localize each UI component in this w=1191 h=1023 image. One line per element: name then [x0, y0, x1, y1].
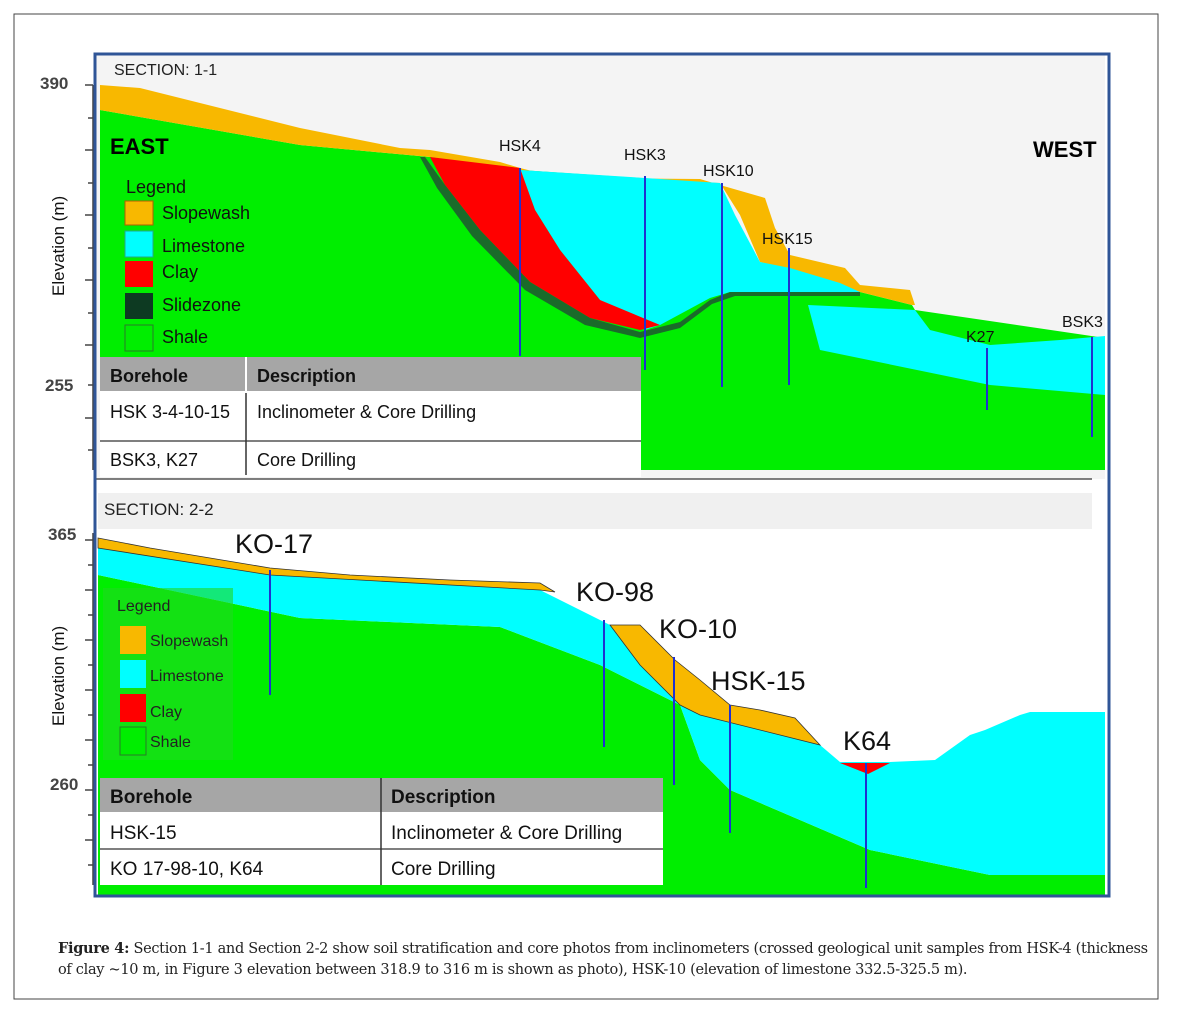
borehole-label: HSK3: [624, 147, 666, 164]
elevation-axis: [85, 533, 94, 885]
table-cell: HSK-15: [110, 823, 177, 844]
table-header-cell: Borehole: [110, 366, 188, 386]
legend-item: Slidezone: [162, 295, 241, 315]
legend-item: Shale: [162, 327, 208, 347]
section-title: SECTION: 1-1: [114, 62, 217, 79]
borehole-table: Borehole Description HSK 3-4-10-15 Incli…: [100, 357, 641, 477]
legend-swatch-clay: [125, 261, 153, 287]
direction-east: EAST: [110, 134, 169, 159]
legend-item: Limestone: [150, 668, 224, 685]
slopewash-layer: [100, 85, 915, 305]
axis-tick-label: 390: [40, 74, 68, 93]
table-cell: BSK3, K27: [110, 450, 198, 470]
borehole-label: HSK-15: [711, 666, 806, 696]
section-2: KO-17 KO-98 KO-10 HSK-15 K64 SECTION: 2-…: [48, 484, 1108, 895]
figure-caption: Figure 4: Section 1-1 and Section 2-2 sh…: [58, 938, 1148, 981]
legend: Legend Slopewash Limestone Clay Slidezon…: [124, 177, 250, 352]
borehole-label: KO-10: [659, 614, 737, 644]
slopewash-layer: [97, 537, 556, 593]
legend-swatch-limestone: [120, 660, 146, 688]
table-cell: Inclinometer & Core Drilling: [391, 823, 622, 844]
legend-item: Clay: [162, 262, 198, 282]
table-header: [100, 357, 641, 391]
borehole-label: K27: [966, 329, 995, 346]
legend-swatch-clay: [120, 694, 146, 722]
table-cell: Core Drilling: [391, 859, 496, 880]
legend-title: Legend: [117, 598, 170, 615]
direction-west: WEST: [1033, 137, 1097, 162]
borehole-label: HSK10: [703, 163, 754, 180]
boreholes: [269, 570, 867, 888]
legend-swatch-shale: [119, 726, 147, 756]
borehole-table: Borehole Description HSK-15 Inclinometer…: [100, 778, 663, 885]
limestone-layer: [98, 548, 1105, 875]
legend-item: Slopewash: [150, 633, 228, 650]
legend-item: Limestone: [162, 236, 245, 256]
clay-layer: [430, 157, 660, 330]
section-title-band: [98, 493, 1092, 529]
borehole-label: K64: [843, 726, 891, 756]
axis-tick-label: 255: [45, 376, 73, 395]
borehole-label: BSK3: [1062, 314, 1103, 331]
boreholes: [519, 168, 1093, 437]
table-header-cell: Borehole: [110, 787, 192, 808]
table-cell: KO 17-98-10, K64: [110, 859, 264, 880]
borehole-label: KO-98: [576, 577, 654, 607]
table-header-cell: Description: [257, 366, 356, 386]
limestone-layer-lower: [808, 305, 1105, 395]
axis-title: Elevation (m): [49, 196, 68, 296]
table-cell: HSK 3-4-10-15: [110, 402, 230, 422]
legend-item: Slopewash: [162, 203, 250, 223]
elevation-axis: [85, 84, 94, 470]
axis-tick-label: 260: [50, 775, 78, 794]
borehole-label: KO-17: [235, 529, 313, 559]
caption-text: Section 1-1 and Section 2-2 show soil st…: [58, 941, 1148, 978]
figure-frame: [93, 52, 1111, 898]
borehole-label: HSK4: [499, 138, 541, 155]
axis-title: Elevation (m): [49, 626, 68, 726]
legend-item: Clay: [150, 704, 182, 721]
limestone-layer: [520, 170, 860, 330]
section-title: SECTION: 2-2: [104, 500, 214, 519]
caption-label: Figure 4:: [58, 940, 130, 957]
legend-swatch-slopewash: [120, 626, 146, 654]
legend-swatch-slopewash: [124, 200, 154, 226]
section-1: HSK4 HSK3 HSK10 HSK15 K27 BSK3 SECTION: …: [40, 55, 1110, 480]
borehole-label: HSK15: [762, 231, 813, 248]
legend-swatch-shale: [124, 324, 154, 352]
table-header-cell: Description: [391, 787, 496, 808]
table-cell: Core Drilling: [257, 450, 356, 470]
legend: Legend Slopewash Limestone Clay Shale: [117, 598, 228, 756]
legend-title: Legend: [126, 177, 186, 197]
legend-item: Shale: [150, 734, 191, 751]
legend-swatch-limestone: [124, 230, 154, 258]
axis-tick-label: 365: [48, 525, 76, 544]
table-cell: Inclinometer & Core Drilling: [257, 402, 476, 422]
legend-swatch-slidezone: [125, 293, 153, 319]
slidezone-layer: [420, 157, 860, 338]
